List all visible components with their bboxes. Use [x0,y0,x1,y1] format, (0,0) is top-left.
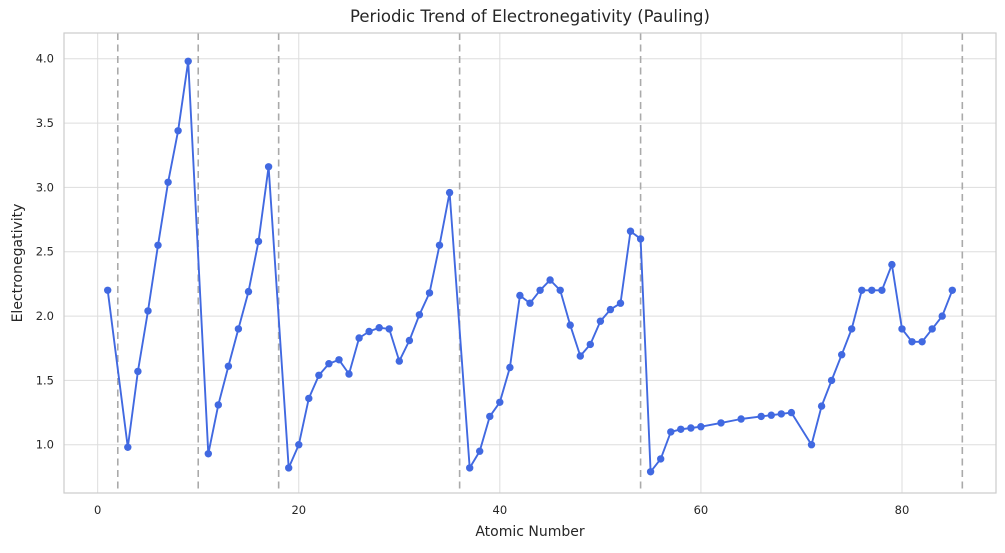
data-point [315,371,323,379]
data-point [405,336,414,345]
data-point [234,325,243,333]
data-point [636,235,645,243]
x-tick-labels: 0 20 40 60 80 [94,503,909,517]
data-point [657,455,665,463]
data-point [586,340,594,349]
chart-title: Periodic Trend of Electronegativity (Pau… [350,7,710,26]
data-point [285,464,293,472]
y-tick-label: 3.0 [36,180,54,194]
data-point [757,412,765,421]
data-point [486,412,494,421]
data-point [858,286,866,294]
data-point [596,317,605,325]
noble-gas-lines [116,33,964,493]
data-point [908,338,916,346]
data-point [124,443,132,451]
data-point [506,363,514,372]
data-point [566,321,574,329]
data-point [807,441,816,449]
data-point [184,57,192,65]
data-point [888,260,896,269]
x-tick-label: 0 [94,503,101,517]
data-point [928,325,936,333]
data-point [264,163,273,171]
x-tick-label: 20 [291,503,306,517]
data-point [898,325,906,333]
data-point [606,305,615,314]
data-point [868,286,876,294]
data-point [687,424,695,432]
data-point [546,276,554,284]
data-point [576,352,584,360]
grid-lines [64,33,996,493]
data-point [305,394,313,403]
data-point [677,425,685,433]
data-point [667,428,675,436]
data-point [445,188,454,197]
data-point [918,338,926,346]
data-point [787,408,796,417]
data-point [335,356,343,364]
data-point [556,286,564,294]
data-point [626,227,635,235]
data-point [496,398,504,406]
data-point [425,289,434,297]
data-point [144,307,152,315]
data-point [526,299,534,307]
data-point [878,286,886,294]
data-point [345,370,353,378]
data-point [466,464,474,472]
data-point [224,362,233,370]
data-point [767,411,775,419]
data-point [838,351,846,359]
data-point [164,178,172,186]
data-point [737,415,745,423]
x-tick-label: 40 [493,503,508,517]
data-point [365,327,373,336]
plot-border [63,32,997,494]
data-point [827,376,836,385]
data-point [948,286,956,294]
data-point [697,423,705,431]
x-tick-label: 60 [694,503,709,517]
data-point [516,291,524,300]
y-tick-label: 3.5 [36,116,54,130]
data-point [325,360,333,368]
data-point [214,401,222,409]
data-point [848,325,856,333]
data-point [174,127,182,135]
y-tick-label: 1.5 [36,373,54,387]
data-point [355,334,363,342]
y-tick-label: 2.5 [36,245,54,259]
data-point [204,450,212,458]
y-tick-label: 2.0 [36,309,54,323]
data-point [817,402,826,410]
x-tick-label: 80 [895,503,910,517]
y-tick-label: 1.0 [36,438,54,452]
data-point [616,299,625,307]
data-point [536,286,544,294]
data-point [395,357,403,365]
data-point [134,367,142,376]
y-tick-labels: 1.0 1.5 2.0 2.5 3.0 3.5 4.0 [36,52,54,452]
data-points [104,57,956,476]
data-point [154,241,162,249]
data-point [104,286,112,294]
x-axis-label: Atomic Number [475,524,585,540]
data-point [938,312,946,320]
data-point [435,241,444,249]
data-point [295,441,303,449]
data-point [646,468,655,476]
data-point [244,287,253,296]
data-point [415,311,424,319]
data-point [385,325,393,333]
data-point [375,324,383,332]
data-point [254,237,263,246]
y-tick-label: 4.0 [36,52,54,66]
data-point [476,447,484,455]
data-point [777,410,785,418]
data-point [717,419,725,427]
